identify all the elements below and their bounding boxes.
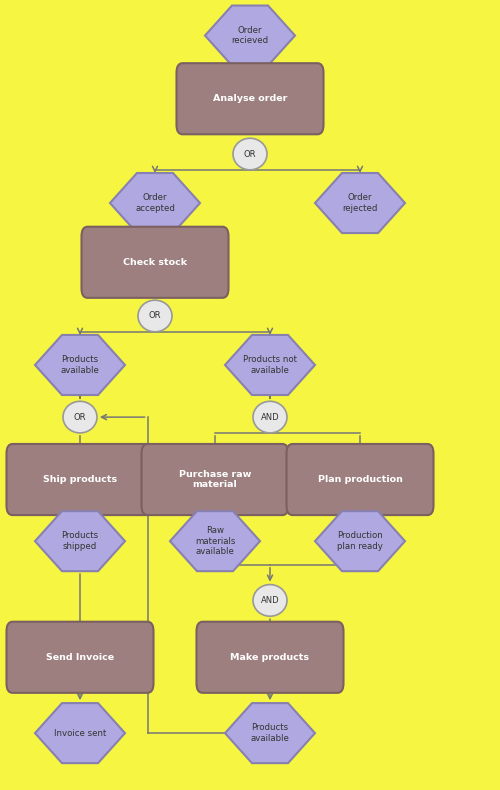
Ellipse shape [253,401,287,433]
Text: AND: AND [260,412,280,422]
Polygon shape [170,511,260,571]
Polygon shape [205,6,295,66]
FancyBboxPatch shape [6,622,154,693]
Text: OR: OR [244,149,256,159]
Text: Make products: Make products [230,653,310,662]
Polygon shape [315,173,405,233]
Text: Ship products: Ship products [43,475,117,484]
Text: AND: AND [260,596,280,605]
Polygon shape [35,511,125,571]
Text: Products
available: Products available [250,724,290,743]
Polygon shape [315,511,405,571]
FancyBboxPatch shape [286,444,434,515]
Polygon shape [110,173,200,233]
Ellipse shape [253,585,287,616]
Text: Plan production: Plan production [318,475,402,484]
Ellipse shape [138,300,172,332]
Text: Order
rejected: Order rejected [342,194,378,213]
Text: Send Invoice: Send Invoice [46,653,114,662]
Text: Production
plan ready: Production plan ready [337,532,383,551]
FancyBboxPatch shape [82,227,229,298]
Text: OR: OR [149,311,161,321]
Polygon shape [225,335,315,395]
Ellipse shape [233,138,267,170]
Text: Products not
available: Products not available [243,356,297,374]
FancyBboxPatch shape [142,444,288,515]
Text: Order
recieved: Order recieved [232,26,268,45]
Text: Order
accepted: Order accepted [135,194,175,213]
Text: OR: OR [74,412,86,422]
Polygon shape [225,703,315,763]
Text: Check stock: Check stock [123,258,187,267]
Ellipse shape [63,401,97,433]
Text: Products
available: Products available [60,356,100,374]
Text: Raw
materials
available: Raw materials available [195,526,235,556]
Text: Purchase raw
material: Purchase raw material [179,470,251,489]
Text: Invoice sent: Invoice sent [54,728,106,738]
Polygon shape [35,335,125,395]
FancyBboxPatch shape [196,622,344,693]
Polygon shape [35,703,125,763]
FancyBboxPatch shape [176,63,324,134]
Text: Analyse order: Analyse order [213,94,287,103]
Text: Products
shipped: Products shipped [62,532,98,551]
FancyBboxPatch shape [6,444,154,515]
